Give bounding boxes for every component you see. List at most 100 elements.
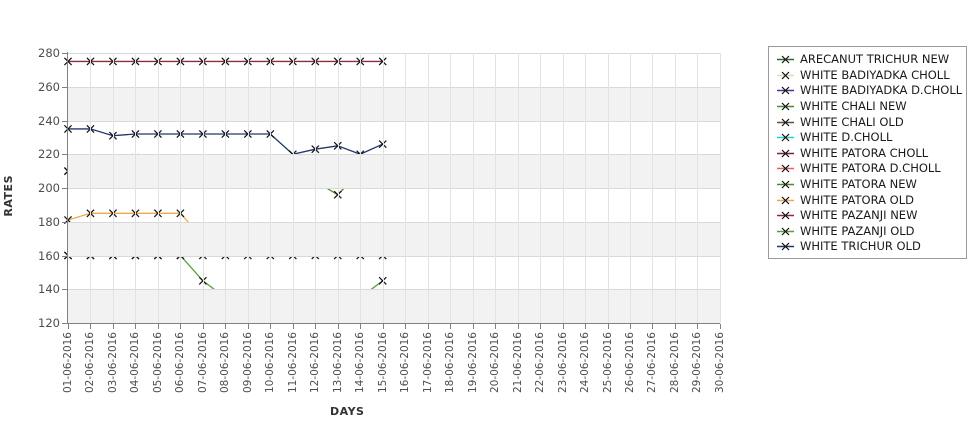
x-tick bbox=[540, 324, 542, 329]
legend-item-label: WHITE PAZANJI NEW bbox=[800, 208, 918, 223]
gridline-vertical bbox=[562, 53, 564, 323]
x-tick bbox=[719, 324, 721, 329]
x-tick bbox=[157, 324, 159, 329]
y-tick bbox=[62, 53, 67, 54]
x-tick bbox=[247, 324, 249, 329]
legend-item-label: WHITE D.CHOLL bbox=[800, 130, 893, 145]
legend-item[interactable]: WHITE PATORA CHOLL bbox=[777, 146, 966, 162]
x-tick-label: 14-06-2016 bbox=[354, 332, 367, 394]
x-tick-label: 22-06-2016 bbox=[534, 332, 547, 394]
gridline-vertical bbox=[225, 53, 227, 323]
data-point-marker bbox=[63, 57, 73, 66]
gridline-vertical bbox=[517, 53, 519, 323]
y-tick bbox=[62, 154, 67, 156]
gridline-vertical bbox=[247, 53, 249, 323]
legend-item[interactable]: WHITE PAZANJI NEW bbox=[777, 208, 966, 224]
legend-marker-icon bbox=[777, 116, 794, 129]
legend-marker-icon bbox=[777, 209, 794, 222]
gridline-horizontal bbox=[68, 120, 720, 122]
x-tick bbox=[180, 324, 182, 329]
gridline-vertical bbox=[674, 53, 676, 323]
x-tick-label: 08-06-2016 bbox=[219, 332, 232, 394]
x-tick-label: 20-06-2016 bbox=[489, 332, 502, 394]
gridline-vertical bbox=[270, 53, 272, 323]
legend-item-label: WHITE PATORA CHOLL bbox=[800, 145, 929, 160]
plot-band bbox=[68, 86, 720, 121]
legend-item-label: ARECANUT TRICHUR NEW bbox=[800, 52, 950, 67]
y-tick-label: 280 bbox=[38, 46, 60, 60]
legend-marker-icon bbox=[777, 147, 794, 160]
legend-item[interactable]: WHITE CHALI NEW bbox=[777, 99, 966, 115]
x-tick bbox=[630, 324, 631, 329]
x-tick-label: 23-06-2016 bbox=[556, 332, 569, 394]
legend-marker-icon bbox=[777, 69, 794, 82]
gridline-vertical bbox=[337, 53, 339, 323]
gridline-horizontal bbox=[68, 255, 720, 257]
x-tick bbox=[112, 324, 114, 329]
x-tick-label: 05-06-2016 bbox=[151, 332, 164, 394]
y-tick-label: 140 bbox=[38, 282, 60, 297]
legend-item[interactable]: WHITE PAZANJI OLD bbox=[777, 224, 966, 240]
legend-item[interactable]: ARECANUT TRICHUR NEW bbox=[777, 52, 966, 68]
legend-item-label: WHITE CHALI OLD bbox=[800, 114, 904, 129]
gridline-vertical bbox=[607, 53, 609, 323]
x-tick bbox=[68, 324, 69, 329]
plot-area bbox=[63, 53, 721, 324]
gridline-vertical bbox=[157, 53, 159, 323]
legend-item-label: WHITE TRICHUR OLD bbox=[800, 239, 921, 254]
legend-item-label: WHITE PATORA OLD bbox=[800, 192, 914, 207]
y-tick bbox=[62, 323, 67, 324]
y-tick-label: 240 bbox=[38, 113, 60, 128]
x-tick bbox=[292, 324, 294, 329]
legend-item[interactable]: WHITE BADIYADKA D.CHOLL bbox=[777, 83, 966, 99]
gridline-vertical bbox=[495, 53, 497, 323]
gridline-vertical bbox=[202, 53, 204, 323]
y-axis-line bbox=[67, 52, 68, 324]
legend-item-label: WHITE PAZANJI OLD bbox=[800, 223, 915, 238]
plot-band bbox=[68, 289, 720, 323]
gridline-vertical bbox=[135, 53, 137, 323]
legend-item[interactable]: WHITE PATORA D.CHOLL bbox=[777, 161, 966, 177]
legend-item[interactable]: WHITE CHALI OLD bbox=[777, 114, 966, 130]
legend-item-label: WHITE BADIYADKA CHOLL bbox=[800, 67, 950, 82]
x-tick-label: 13-06-2016 bbox=[331, 332, 344, 394]
gridline-horizontal bbox=[68, 86, 720, 88]
gridline-vertical bbox=[652, 53, 654, 323]
y-tick-label: 200 bbox=[38, 181, 60, 195]
legend-marker-icon bbox=[777, 131, 794, 144]
x-tick-label: 15-06-2016 bbox=[376, 332, 389, 394]
x-tick bbox=[450, 324, 452, 329]
gridline-vertical bbox=[450, 53, 452, 323]
x-axis-title: DAYS bbox=[330, 405, 365, 418]
legend-item[interactable]: WHITE PATORA OLD bbox=[777, 192, 966, 208]
gridline-horizontal bbox=[68, 289, 720, 291]
y-tick-label: 180 bbox=[38, 214, 60, 229]
x-tick bbox=[652, 324, 654, 329]
gridline-horizontal bbox=[68, 53, 720, 54]
y-tick-label: 220 bbox=[38, 147, 60, 162]
x-tick-label: 01-06-2016 bbox=[62, 332, 74, 394]
x-tick bbox=[382, 324, 384, 329]
legend-item[interactable]: WHITE TRICHUR OLD bbox=[777, 239, 966, 255]
x-tick-label: 27-06-2016 bbox=[646, 332, 659, 394]
x-tick-label: 26-06-2016 bbox=[624, 332, 636, 394]
legend-marker-icon bbox=[777, 100, 794, 113]
x-tick-label: 25-06-2016 bbox=[601, 332, 614, 394]
legend-item[interactable]: WHITE PATORA NEW bbox=[777, 177, 966, 193]
gridline-vertical bbox=[315, 53, 317, 323]
plot-band bbox=[68, 154, 720, 188]
y-tick bbox=[62, 188, 67, 189]
y-tick bbox=[62, 221, 67, 223]
legend-marker-icon bbox=[777, 178, 794, 191]
gridline-horizontal bbox=[68, 188, 720, 189]
legend-item[interactable]: WHITE D.CHOLL bbox=[777, 130, 966, 146]
y-tick bbox=[62, 289, 67, 291]
gridline-horizontal bbox=[68, 154, 720, 156]
legend-item[interactable]: WHITE BADIYADKA CHOLL bbox=[777, 68, 966, 84]
x-tick-label: 02-06-2016 bbox=[84, 332, 97, 394]
plot-band bbox=[68, 221, 720, 256]
gridline-vertical bbox=[719, 53, 721, 323]
gridline-vertical bbox=[382, 53, 384, 323]
gridline-vertical bbox=[180, 53, 182, 323]
